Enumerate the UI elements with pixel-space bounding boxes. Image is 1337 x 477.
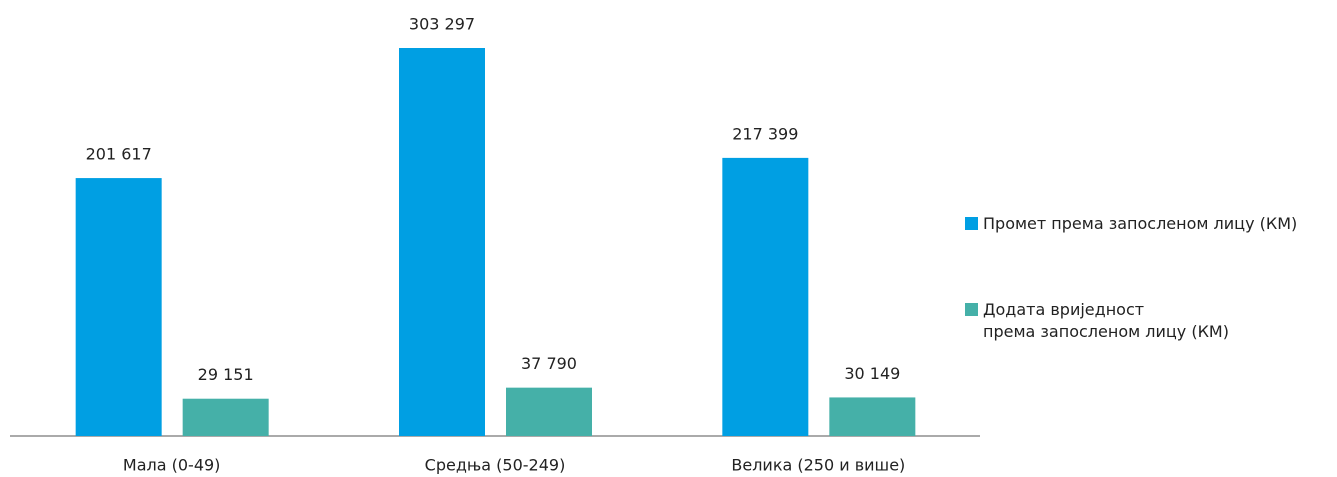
value-label: 29 151 bbox=[198, 365, 254, 384]
bar bbox=[75, 178, 162, 436]
bar bbox=[829, 397, 916, 436]
legend-item: Промет према запосленом лицу (КМ) bbox=[965, 213, 1297, 235]
legend-item: Додата вриједност према запосленом лицу … bbox=[965, 299, 1229, 343]
legend-label: Додата вриједност према запосленом лицу … bbox=[983, 300, 1229, 341]
value-label: 201 617 bbox=[86, 145, 152, 164]
legend-label: Промет према запосленом лицу (КМ) bbox=[983, 214, 1298, 233]
bar bbox=[399, 48, 485, 436]
x-tick-label: Велика (250 и више) bbox=[731, 456, 905, 475]
bar bbox=[722, 157, 809, 436]
x-tick-label: Мала (0-49) bbox=[123, 456, 221, 475]
bar bbox=[506, 387, 592, 436]
value-label: 217 399 bbox=[732, 124, 798, 143]
legend-swatch bbox=[965, 217, 978, 230]
x-tick-label: Средња (50-249) bbox=[425, 456, 566, 475]
value-label: 303 297 bbox=[409, 15, 475, 34]
bar bbox=[182, 398, 269, 436]
legend-swatch bbox=[965, 303, 978, 316]
value-label: 37 790 bbox=[521, 354, 577, 373]
value-label: 30 149 bbox=[844, 364, 900, 383]
